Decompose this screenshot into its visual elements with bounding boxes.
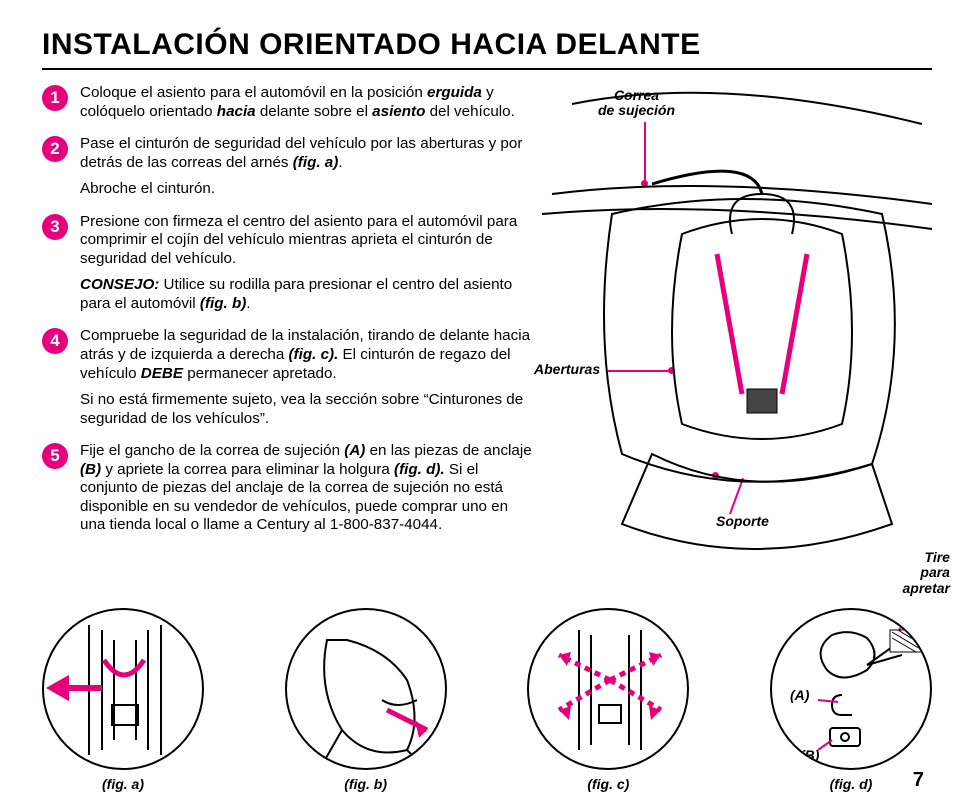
figure-circle xyxy=(527,608,689,770)
step-body: Pase el cinturón de seguridad del vehícu… xyxy=(80,135,534,207)
step-text: Si no está firmemente sujeto, vea la sec… xyxy=(80,391,534,428)
figure-caption: (fig. d) xyxy=(830,776,873,792)
figure-row: (fig. a) (fig. b) xyxy=(42,608,932,792)
figure-d: Tire para apretar xyxy=(770,608,932,792)
title-rule xyxy=(42,68,932,70)
step-text: Fije el gancho de la correa de sujeción … xyxy=(80,442,534,535)
page-number: 7 xyxy=(913,769,924,792)
figure-b: (fig. b) xyxy=(285,608,447,792)
figure-caption: (fig. c) xyxy=(587,776,629,792)
step-3: 3 Presione con firmeza el centro del asi… xyxy=(42,213,534,322)
car-seat-illustration xyxy=(542,84,932,574)
step-text: Pase el cinturón de seguridad del vehícu… xyxy=(80,135,534,172)
label-tire-apretar: Tire para apretar xyxy=(903,550,950,596)
figure-circle xyxy=(285,608,447,770)
step-badge: 2 xyxy=(42,136,68,162)
step-badge: 1 xyxy=(42,85,68,111)
step-text: Compruebe la seguridad de la instalación… xyxy=(80,327,534,383)
figure-a: (fig. a) xyxy=(42,608,204,792)
step-text: Abroche el cinturón. xyxy=(80,180,534,199)
step-body: Presione con firmeza el centro del asien… xyxy=(80,213,534,322)
step-5: 5 Fije el gancho de la correa de sujeció… xyxy=(42,442,534,543)
step-badge: 3 xyxy=(42,214,68,240)
step-body: Compruebe la seguridad de la instalación… xyxy=(80,327,534,436)
step-badge: 5 xyxy=(42,443,68,469)
figure-c: (fig. c) xyxy=(527,608,689,792)
figure-caption: (fig. a) xyxy=(102,776,144,792)
step-2: 2 Pase el cinturón de seguridad del vehí… xyxy=(42,135,534,207)
steps-column: 1 Coloque el asiento para el automóvil e… xyxy=(42,84,534,549)
figure-circle: (A) (B) xyxy=(770,608,932,770)
step-4: 4 Compruebe la seguridad de la instalaci… xyxy=(42,327,534,436)
step-body: Fije el gancho de la correa de sujeción … xyxy=(80,442,534,543)
marker-b: (B) xyxy=(800,748,819,763)
step-text: Presione con firmeza el centro del asien… xyxy=(80,213,534,269)
step-1: 1 Coloque el asiento para el automóvil e… xyxy=(42,84,534,129)
step-badge: 4 xyxy=(42,328,68,354)
step-body: Coloque el asiento para el automóvil en … xyxy=(80,84,534,129)
figure-circle xyxy=(42,608,204,770)
step-text: CONSEJO: Utilice su rodilla para presion… xyxy=(80,276,534,313)
page-title: INSTALACIÓN ORIENTADO HACIA DELANTE xyxy=(42,28,932,62)
content-row: 1 Coloque el asiento para el automóvil e… xyxy=(42,84,932,549)
figure-caption: (fig. b) xyxy=(344,776,387,792)
marker-a: (A) xyxy=(790,688,809,703)
main-illustration-area: Correa de sujeción Aberturas Soporte xyxy=(544,84,932,549)
step-text: Coloque el asiento para el automóvil en … xyxy=(80,84,534,121)
